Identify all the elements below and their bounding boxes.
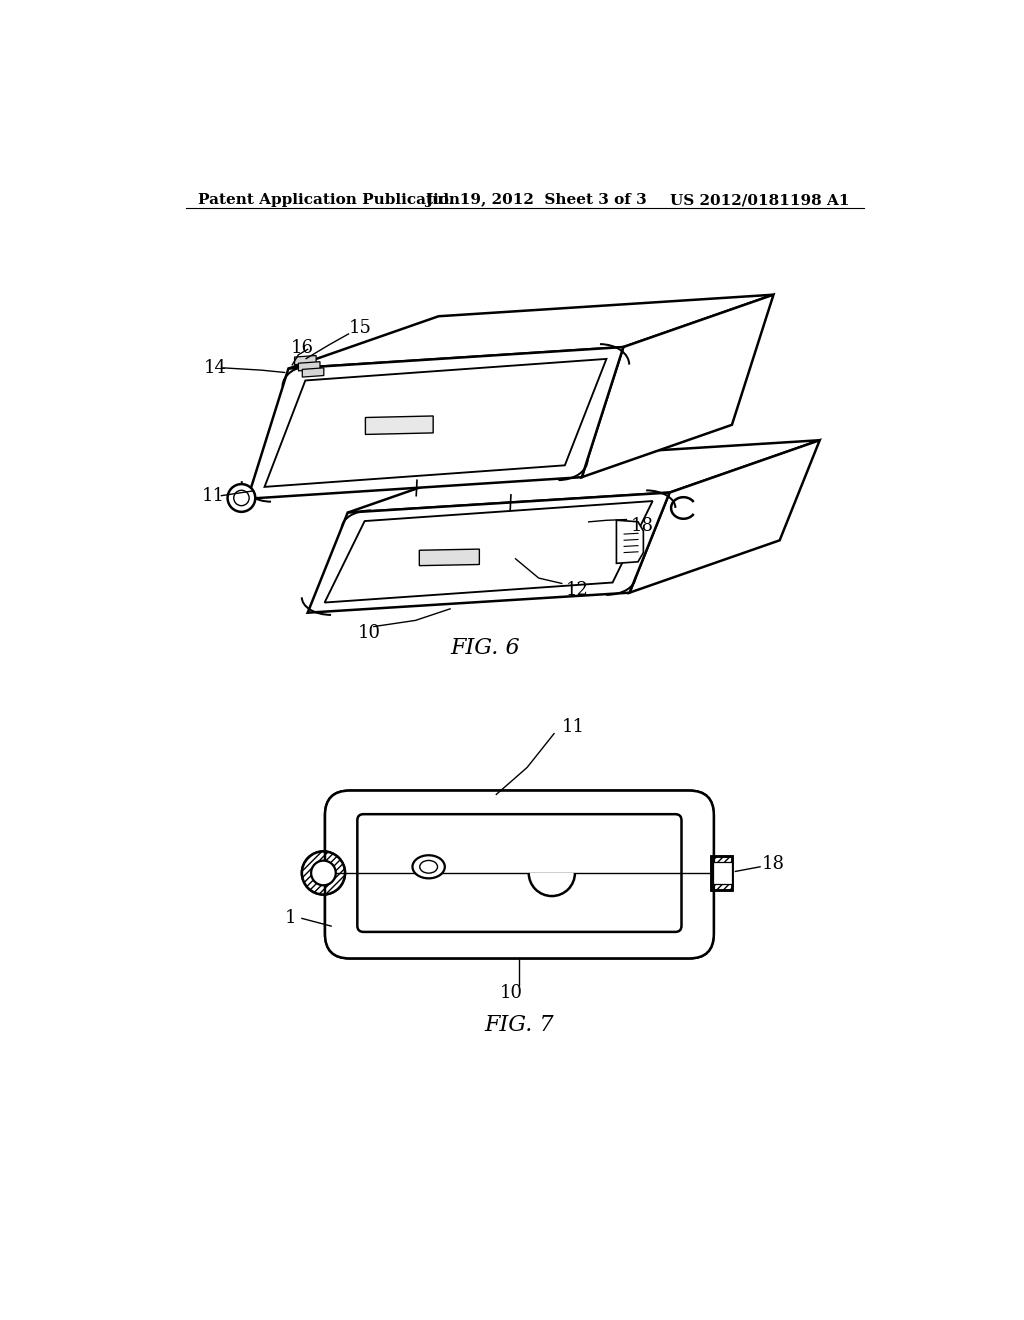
Text: Patent Application Publication: Patent Application Publication xyxy=(199,193,461,207)
Polygon shape xyxy=(366,416,433,434)
Text: 18: 18 xyxy=(631,516,654,535)
Ellipse shape xyxy=(413,855,444,878)
Text: 11: 11 xyxy=(562,718,585,737)
Text: 1: 1 xyxy=(285,909,296,928)
Text: 18: 18 xyxy=(762,855,784,873)
Ellipse shape xyxy=(420,861,437,873)
Polygon shape xyxy=(302,368,324,378)
Text: 16: 16 xyxy=(291,339,313,356)
Text: 10: 10 xyxy=(500,985,523,1002)
Polygon shape xyxy=(307,492,670,612)
Polygon shape xyxy=(264,359,606,487)
FancyBboxPatch shape xyxy=(325,791,714,958)
Text: Jul. 19, 2012  Sheet 3 of 3: Jul. 19, 2012 Sheet 3 of 3 xyxy=(425,193,646,207)
Circle shape xyxy=(233,490,249,506)
Circle shape xyxy=(311,861,336,886)
Polygon shape xyxy=(248,347,624,499)
Polygon shape xyxy=(298,362,319,371)
Text: US 2012/0181198 A1: US 2012/0181198 A1 xyxy=(670,193,849,207)
Text: 15: 15 xyxy=(348,319,372,337)
FancyBboxPatch shape xyxy=(357,814,682,932)
Text: 12: 12 xyxy=(565,581,589,598)
Circle shape xyxy=(302,851,345,895)
Circle shape xyxy=(227,484,255,512)
Polygon shape xyxy=(711,857,732,890)
Polygon shape xyxy=(582,294,773,478)
Circle shape xyxy=(302,851,345,895)
Text: 11: 11 xyxy=(202,487,224,504)
Polygon shape xyxy=(295,355,316,364)
Polygon shape xyxy=(630,441,819,593)
Polygon shape xyxy=(325,502,652,602)
Text: 10: 10 xyxy=(357,624,381,642)
Text: FIG. 7: FIG. 7 xyxy=(484,1014,554,1036)
Polygon shape xyxy=(616,520,643,564)
Polygon shape xyxy=(289,294,773,368)
Polygon shape xyxy=(713,862,731,884)
Wedge shape xyxy=(528,873,574,896)
Polygon shape xyxy=(348,441,819,512)
Text: FIG. 6: FIG. 6 xyxy=(450,638,519,660)
Text: 14: 14 xyxy=(204,359,226,376)
Polygon shape xyxy=(419,549,479,566)
FancyBboxPatch shape xyxy=(325,791,714,958)
